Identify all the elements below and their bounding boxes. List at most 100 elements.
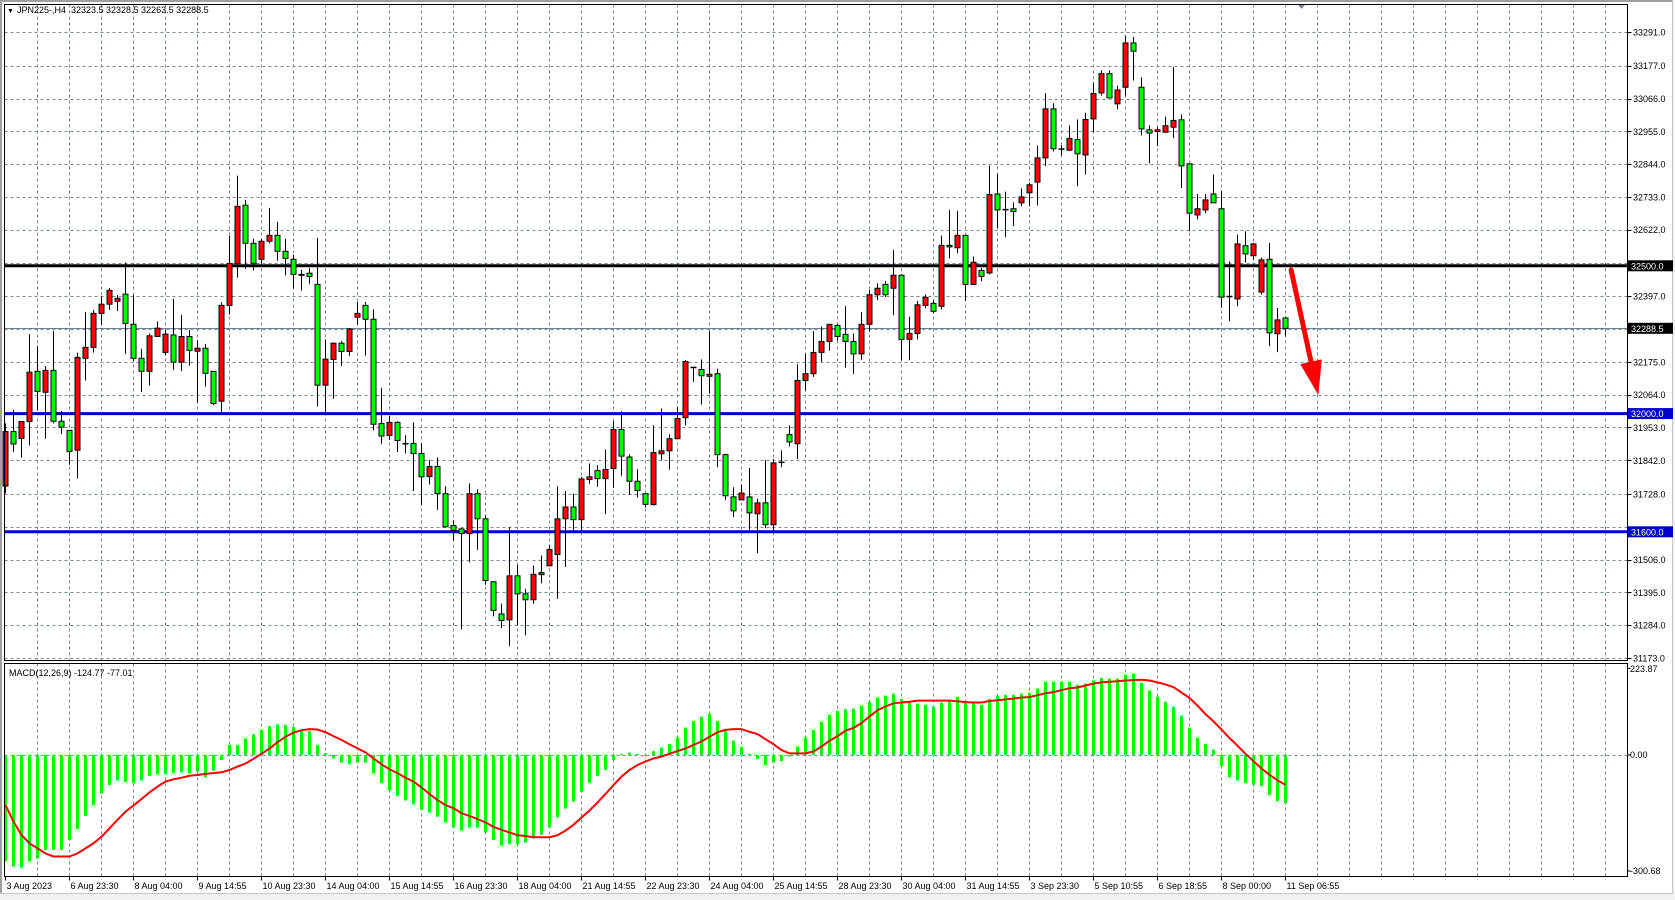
macd-indicator-label: MACD(12,26,9) -124.77 -77.01 (9, 668, 133, 678)
candle (42, 365, 49, 439)
candle (450, 520, 457, 541)
macd-histogram-bar (52, 755, 55, 850)
candle (1074, 119, 1081, 187)
candle-body-bull (906, 332, 913, 340)
macd-histogram-bar (1156, 696, 1159, 755)
time-axis-label: 8 Sep 00:00 (1223, 881, 1272, 891)
macd-histogram-bar (1276, 755, 1279, 802)
candle-body-bull (90, 312, 97, 348)
macd-pane-frame (4, 663, 1628, 877)
time-axis-label: 21 Aug 14:55 (583, 881, 636, 891)
candle-body-bear (418, 452, 425, 478)
candle-body-bear (642, 493, 649, 505)
candle-body-bear (698, 369, 705, 377)
candle-body-bull (1082, 118, 1089, 156)
macd-histogram-bar (1244, 755, 1247, 784)
macd-histogram-bar (124, 755, 127, 782)
time-axis-label: 3 Aug 2023 (7, 881, 53, 891)
macd-axis-label: 223.87 (1630, 664, 1658, 674)
candle (418, 443, 425, 505)
macd-histogram-bar (1228, 755, 1231, 778)
candle (554, 486, 561, 599)
current-price-box (1628, 322, 1673, 334)
candle (938, 235, 945, 310)
candle (1234, 234, 1241, 307)
candle (98, 296, 105, 325)
macd-histogram-bar (924, 704, 927, 755)
candle-body-bear (378, 423, 385, 437)
macd-histogram-bar (1172, 706, 1175, 755)
candle-body-bear (58, 420, 65, 428)
candle-body-bear (434, 465, 441, 495)
candle (1138, 77, 1145, 136)
candle (242, 199, 249, 269)
candle (882, 281, 889, 297)
candle (610, 421, 617, 488)
macd-histogram-bar (844, 709, 847, 755)
macd-histogram-bar (580, 755, 583, 792)
macd-histogram-bar (364, 755, 367, 763)
macd-histogram-bar (516, 755, 519, 845)
macd-histogram-bar (92, 755, 95, 806)
macd-histogram-bar (988, 699, 991, 755)
candle-body-bull (82, 346, 89, 359)
candle (1002, 191, 1009, 238)
candle (858, 312, 865, 360)
price-axis-label: 32175.0 (1633, 357, 1666, 367)
candle (330, 342, 337, 399)
candle-body-bull (1154, 129, 1161, 133)
candle-body-bull (106, 289, 113, 305)
macd-histogram-bar (628, 752, 631, 755)
candle-body-bull (1034, 157, 1041, 183)
candle-body-bull (970, 261, 977, 285)
candle (354, 301, 361, 325)
candle-body-bear (850, 340, 857, 355)
candle (1122, 36, 1129, 96)
candle-body-bull (658, 450, 665, 455)
candle-body-bear (1106, 73, 1113, 99)
macd-histogram-bar (1004, 694, 1007, 755)
macd-histogram-bar (692, 721, 695, 755)
macd-histogram-bar (316, 744, 319, 755)
candle (578, 476, 585, 531)
macd-histogram-bar (20, 755, 23, 868)
macd-histogram-bar (668, 744, 671, 755)
macd-histogram-bar (876, 697, 879, 755)
macd-histogram-bar (780, 755, 783, 762)
candle-body-bull (346, 328, 353, 353)
candle-body-bull (738, 492, 745, 501)
candle (482, 515, 489, 585)
macd-histogram-bar (148, 755, 151, 776)
candle (786, 425, 793, 447)
macd-histogram-bar (60, 755, 63, 850)
candle (322, 339, 329, 414)
macd-histogram-bar (932, 706, 935, 755)
candle (658, 408, 665, 461)
window-border-top (0, 0, 1672, 2)
macd-histogram-bar (1180, 715, 1183, 755)
candle (898, 274, 905, 361)
chart-shift-marker-icon[interactable] (1298, 5, 1305, 9)
candle (778, 450, 785, 468)
candle-body-bull (2, 431, 9, 487)
candle (186, 329, 193, 366)
macd-histogram-bar (796, 746, 799, 755)
triangle-down-icon[interactable]: ▼ (7, 8, 14, 15)
candle (218, 302, 225, 414)
price-axis-label: 31506.0 (1633, 555, 1666, 565)
candle-body-bull (162, 333, 169, 353)
candle (994, 173, 1001, 228)
macd-histogram-bar (540, 755, 543, 835)
macd-histogram-bar (220, 755, 223, 760)
candle-body-bear (202, 347, 209, 374)
macd-histogram-bar (972, 702, 975, 755)
candle-body-bull (546, 549, 553, 567)
macd-histogram-bar (636, 753, 639, 755)
candle-body-bear (618, 429, 625, 457)
candle (1106, 70, 1113, 99)
macd-histogram-bar (324, 753, 327, 755)
candle-body-bull (26, 371, 33, 423)
candle (10, 410, 17, 452)
candle (1018, 188, 1025, 207)
